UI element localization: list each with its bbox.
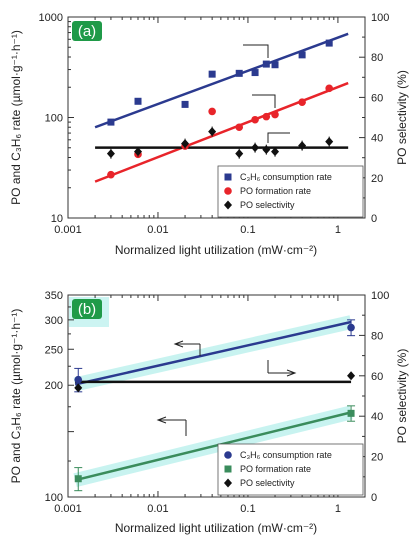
y-right-tick-label: 100	[371, 12, 389, 24]
y-right-tick-label: 20	[371, 173, 383, 185]
y-tick-label: 100	[45, 113, 63, 125]
selectivity-point	[74, 383, 83, 393]
x-tick-label: 0.001	[54, 224, 82, 236]
axis-arrow-head	[286, 369, 297, 377]
x-tick-label: 0.01	[147, 503, 168, 515]
y-right-tick-label: 100	[371, 290, 389, 302]
selectivity-point	[181, 139, 190, 149]
rate-point	[262, 112, 271, 121]
axis-pointer	[252, 94, 276, 108]
selectivity-point	[262, 145, 271, 155]
selectivity-point	[251, 143, 260, 153]
selectivity-point	[106, 149, 115, 159]
rate-point	[347, 323, 355, 332]
x-tick-label: 0.01	[147, 224, 168, 236]
y-right-tick-label: 40	[371, 411, 383, 423]
rate-point	[74, 475, 82, 483]
x-tick-label: 0.1	[240, 503, 255, 515]
legend-marker	[224, 478, 232, 488]
selectivity-point	[325, 137, 334, 147]
legend-label: C₃H₆ consumption rate	[240, 172, 332, 182]
legend-box	[217, 165, 364, 218]
rate-point	[298, 98, 306, 106]
y-right-tick-label: 0	[371, 492, 377, 504]
rate-point	[325, 84, 333, 93]
y-tick-label: 100	[45, 492, 63, 504]
legend-label: PO selectivity	[240, 200, 295, 210]
rate-point	[208, 107, 216, 116]
y-right-tick-label: 60	[371, 371, 383, 383]
panel-a-chart: 0.001 0.01 0.1 1 10 100 1000 0 20 40 60 80 100 Normal…	[9, 12, 409, 257]
legend-marker	[224, 451, 232, 459]
x-tick-label: 0.001	[54, 503, 82, 515]
rate-point	[107, 170, 115, 179]
y-axis-title: PO and C₃H₆ rate (µmol·g⁻¹·h⁻¹)	[9, 309, 23, 484]
y-axis-title: PO and C₃H₆ rate (µmol·g⁻¹·h⁻¹)	[9, 30, 23, 205]
rate-point	[251, 69, 259, 77]
y-tick-label: 10	[51, 213, 63, 225]
rate-point	[208, 70, 216, 78]
selectivity-point	[271, 147, 280, 157]
fit-line	[74, 320, 352, 386]
x-axis-title: Normalized light utilization (mW·cm⁻²)	[115, 521, 317, 535]
fit-line	[94, 81, 349, 183]
selectivity-point	[208, 127, 217, 137]
fit-line	[94, 32, 349, 129]
selectivity-point	[347, 371, 356, 381]
legend-label: PO formation rate	[240, 464, 311, 474]
selectivity-point	[298, 141, 307, 151]
legend-label: C₃H₆ consumption rate	[240, 450, 332, 460]
rate-point	[325, 39, 333, 47]
y-right-tick-label: 0	[371, 213, 377, 225]
legend-marker	[224, 465, 232, 473]
y-right-tick-label: 80	[371, 330, 383, 342]
rate-point	[134, 97, 142, 105]
x-axis-title: Normalized light utilization (mW·cm⁻²)	[115, 243, 317, 257]
y-right-tick-label: 20	[371, 452, 383, 464]
rate-point	[107, 118, 115, 126]
legend-label: PO formation rate	[240, 186, 311, 196]
rate-point	[271, 61, 279, 69]
legend-marker	[224, 173, 232, 181]
panel-b-chart: 0.001 0.01 0.1 1 100 200 250 300 350 0 20 40 60 80 100…	[9, 290, 409, 535]
axis-pointer	[267, 132, 290, 143]
y-right-axis-title: PO selectivity (%)	[395, 349, 409, 444]
y-right-tick-label: 80	[371, 52, 383, 64]
axis-arrow-head	[156, 416, 167, 424]
y-tick-label: 200	[45, 380, 63, 392]
selectivity-point	[134, 147, 143, 157]
axis-pointer	[243, 44, 269, 58]
rate-point	[74, 375, 83, 384]
rate-point	[251, 115, 259, 124]
legend-box	[217, 443, 364, 496]
legend-marker	[224, 187, 232, 195]
rate-point	[181, 100, 189, 108]
rate-point	[262, 60, 270, 68]
legend-marker	[224, 200, 232, 210]
rate-point	[347, 409, 355, 417]
fit-line	[74, 411, 352, 482]
x-tick-label: 0.1	[240, 224, 255, 236]
y-tick-label: 1000	[39, 12, 63, 24]
panel-label-badge	[72, 299, 102, 319]
panel-label-badge	[72, 21, 102, 41]
rate-point	[235, 123, 244, 132]
y-right-tick-label: 60	[371, 92, 383, 104]
selectivity-point	[235, 149, 244, 159]
panel-label: (b)	[78, 301, 96, 318]
y-tick-label: 300	[45, 315, 63, 327]
x-tick-label: 1	[335, 503, 341, 515]
panel-label: (a)	[78, 23, 96, 40]
y-tick-label: 250	[45, 344, 63, 356]
y-right-tick-label: 40	[371, 133, 383, 145]
y-tick-label: 350	[45, 290, 63, 302]
y-right-axis-title: PO selectivity (%)	[395, 70, 409, 165]
legend-label: PO selectivity	[240, 478, 295, 488]
rate-point	[271, 110, 279, 119]
axis-arrow-head	[173, 340, 184, 348]
rate-point	[298, 51, 306, 59]
x-tick-label: 1	[335, 224, 341, 236]
rate-point	[235, 69, 243, 77]
